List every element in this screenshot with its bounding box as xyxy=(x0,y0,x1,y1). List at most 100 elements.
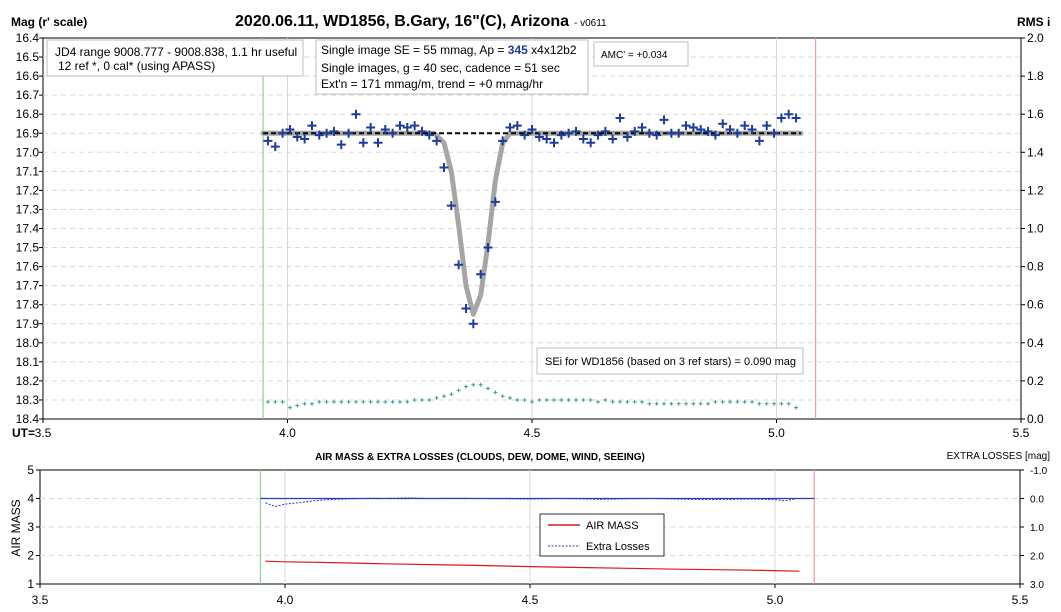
x-tick-label: 4.5 xyxy=(524,426,541,440)
data-point-rms xyxy=(698,401,703,406)
bottom-y-axis-label-left: AIR MASS xyxy=(9,499,23,556)
data-point-rms xyxy=(273,399,278,404)
data-point-rms xyxy=(331,399,336,404)
data-point-rms xyxy=(485,386,490,391)
grid-top xyxy=(43,38,1021,419)
x-tick-label: 3.5 xyxy=(32,593,49,607)
marks-top xyxy=(260,38,817,419)
data-point-rms xyxy=(419,397,424,402)
data-point-mag xyxy=(608,134,618,144)
data-point-mag xyxy=(490,197,500,207)
data-point-rms xyxy=(287,405,292,410)
data-point-rms xyxy=(456,388,461,393)
y-right-tick-label: 0.0 xyxy=(1030,495,1044,506)
aperture-value: 345 xyxy=(508,43,528,57)
data-point-mag xyxy=(784,109,794,119)
data-point-mag xyxy=(718,119,728,129)
y-tick-label: 17.3 xyxy=(16,202,40,216)
data-point-rms xyxy=(735,399,740,404)
data-point-rms xyxy=(676,401,681,406)
data-point-mag xyxy=(380,124,390,134)
y-right-tick-label: 2.0 xyxy=(1027,31,1044,45)
y-tick-label: 17.0 xyxy=(16,145,40,159)
data-point-mag xyxy=(593,130,603,140)
sei-box xyxy=(536,347,804,375)
data-point-mag xyxy=(564,128,574,138)
info-box-2-line1: Single image SE = 55 mmag, Ap = 345 x4x1… xyxy=(321,43,577,57)
x-tick-label: 5.0 xyxy=(768,426,785,440)
data-point-mag xyxy=(740,121,750,131)
data-point-mag xyxy=(622,132,632,142)
data-point-rms xyxy=(405,399,410,404)
data-point-mag xyxy=(461,304,471,314)
data-point-rms xyxy=(434,396,439,401)
data-point-mag xyxy=(725,124,735,134)
y-tick-label: 4 xyxy=(27,492,34,506)
x-tick-label: 3.5 xyxy=(35,426,52,440)
data-point-mag xyxy=(556,130,566,140)
info-box-2-line2: Single images, g = 40 sec, cadence = 51 … xyxy=(321,61,560,75)
data-point-rms xyxy=(493,390,498,395)
x-tick-label: 5.0 xyxy=(767,593,784,607)
data-point-mag xyxy=(498,136,508,146)
data-point-rms xyxy=(309,401,314,406)
light-curve-panel: 16.4 16.5 16.6 16.7 16.8 16.9 17.0 17.1 17.2 17.3… xyxy=(11,13,1050,440)
data-point-rms xyxy=(610,399,615,404)
data-point-mag xyxy=(644,128,654,138)
data-point-rms xyxy=(522,397,527,402)
y-tick-label: 17.7 xyxy=(16,279,40,293)
data-point-rms xyxy=(684,401,689,406)
chart-title: 2020.06.11, WD1856, B.Gary, 16"(C), Ariz… xyxy=(235,13,569,30)
y-tick-label: 17.5 xyxy=(16,241,40,255)
data-point-rms xyxy=(515,397,520,402)
data-point-mag xyxy=(688,123,698,133)
data-point-mag xyxy=(476,269,486,279)
bottom-chart-title: AIR MASS & EXTRA LOSSES (CLOUDS, DEW, DO… xyxy=(315,452,645,463)
data-point-rms xyxy=(574,397,579,402)
data-point-rms xyxy=(640,399,645,404)
info-box-1-line2: 12 ref *, 0 cal* (using APASS) xyxy=(58,59,215,73)
y-tick-label: 18.1 xyxy=(16,355,40,369)
extra-losses-line xyxy=(265,497,795,508)
data-point-rms xyxy=(324,399,329,404)
data-point-rms xyxy=(478,382,483,387)
data-point-mag xyxy=(432,136,442,146)
data-point-mag xyxy=(776,113,786,123)
x-ticks-bottom: 3.5 4.0 4.5 5.0 5.5 xyxy=(32,584,1029,607)
data-point-mag xyxy=(446,201,456,211)
data-point-mag xyxy=(512,121,522,131)
data-point-rms xyxy=(463,384,468,389)
x-tick-label: 5.5 xyxy=(1012,593,1029,607)
data-point-rms xyxy=(713,399,718,404)
data-point-rms xyxy=(742,399,747,404)
y-tick-label: 18.3 xyxy=(16,393,40,407)
info-box-1-line1: JD4 range 9008.777 - 9008.838, 1.1 hr us… xyxy=(55,45,297,59)
data-point-rms xyxy=(662,401,667,406)
data-point-rms xyxy=(603,397,608,402)
info-box-1 xyxy=(46,39,304,77)
data-point-mag xyxy=(571,126,581,136)
marks-bottom xyxy=(259,470,815,584)
y-right-tick-label: 0.8 xyxy=(1027,260,1044,274)
data-point-mag xyxy=(336,140,346,150)
x-ticks-top: 3.5 4.0 4.5 5.0 5.5 xyxy=(35,419,1030,440)
data-point-rms xyxy=(706,401,711,406)
y-axis-label-left: Mag (r' scale) xyxy=(11,15,87,29)
y-tick-label: 16.7 xyxy=(16,88,40,102)
info-box-2 xyxy=(315,39,589,95)
data-point-rms xyxy=(412,397,417,402)
data-point-rms xyxy=(449,392,454,397)
data-point-mag xyxy=(630,126,640,136)
y-right-tick-label: 0.0 xyxy=(1027,412,1044,426)
data-point-rms xyxy=(647,401,652,406)
data-point-mag xyxy=(483,243,493,253)
y-right-tick-label: 1.4 xyxy=(1027,145,1044,159)
data-point-rms xyxy=(530,399,534,404)
y-tick-label: 17.6 xyxy=(16,260,40,274)
info-line1-pre: Single image SE = 55 mmag, Ap = xyxy=(321,43,508,57)
data-point-mag xyxy=(703,126,713,136)
data-point-rms xyxy=(794,405,799,410)
y-right-tick-label: 1.8 xyxy=(1027,69,1044,83)
data-point-mag xyxy=(454,260,464,270)
data-point-rms xyxy=(390,399,395,404)
